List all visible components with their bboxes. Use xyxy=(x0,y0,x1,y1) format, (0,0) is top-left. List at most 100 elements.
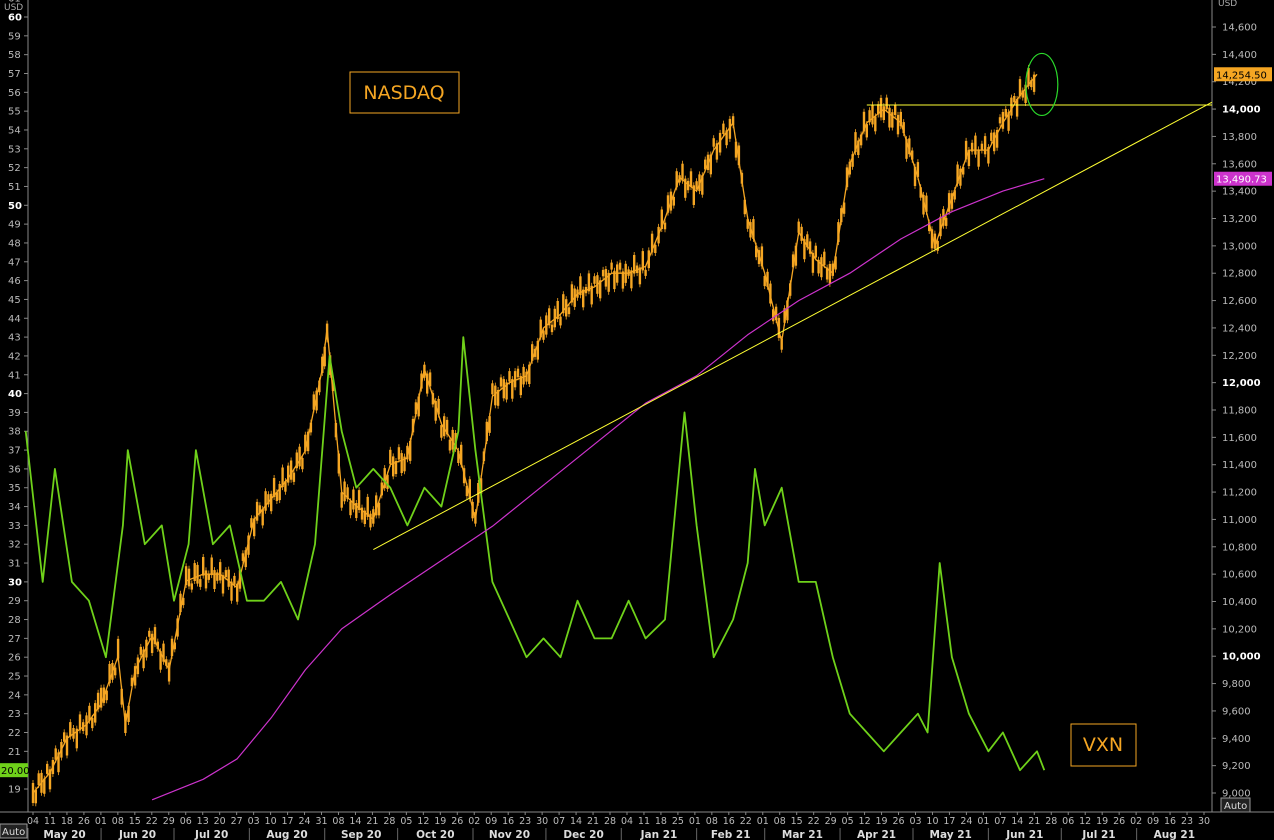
x-day-label: 27 xyxy=(231,816,243,827)
nasdaq-candle xyxy=(411,418,415,433)
nasdaq-candle xyxy=(686,180,690,191)
nasdaq-candle xyxy=(993,132,996,152)
nasdaq-candle xyxy=(811,252,815,273)
nasdaq-annotation: NASDAQ xyxy=(349,71,460,114)
right-tick-label: 10,000 xyxy=(1222,652,1261,663)
nasdaq-candle xyxy=(343,481,346,502)
nasdaq-candle xyxy=(925,195,928,212)
nasdaq-candle xyxy=(654,244,657,253)
nasdaq-candle xyxy=(828,264,832,284)
nasdaq-candle xyxy=(304,434,307,452)
nasdaq-candle xyxy=(704,159,707,170)
right-tick-label: 10,800 xyxy=(1222,542,1257,553)
nasdaq-candle xyxy=(734,141,738,158)
nasdaq-candle xyxy=(604,269,608,287)
left-tick-label: 33 xyxy=(8,521,21,532)
x-month-label: Jun 21 xyxy=(1005,829,1043,840)
nasdaq-candle xyxy=(548,308,551,326)
nasdaq-candle xyxy=(236,583,239,602)
nasdaq-candle xyxy=(1032,74,1036,92)
nasdaq-candle xyxy=(859,134,863,146)
nasdaq-candle xyxy=(947,193,951,212)
nasdaq-series xyxy=(31,64,1038,807)
nasdaq-candle xyxy=(851,154,854,167)
nasdaq-candle xyxy=(389,449,392,464)
nasdaq-candle xyxy=(576,289,579,298)
nasdaq-candle xyxy=(698,174,701,192)
nasdaq-candle xyxy=(772,309,775,322)
nasdaq-candle xyxy=(528,364,531,384)
x-day-label: 24 xyxy=(298,816,310,827)
nasdaq-candle xyxy=(96,692,100,710)
left-tick-label: 26 xyxy=(8,653,21,664)
nasdaq-candle xyxy=(99,687,103,708)
nasdaq-candle xyxy=(660,209,663,229)
right-tick-label: 13,800 xyxy=(1222,132,1257,143)
nasdaq-candle xyxy=(400,453,403,473)
x-day-label: 31 xyxy=(315,816,327,827)
left-tick-label: 50 xyxy=(8,201,22,212)
left-tick-label: 60 xyxy=(8,13,22,24)
nasdaq-candle xyxy=(417,396,420,417)
x-month-label: Jul 20 xyxy=(194,829,228,840)
nasdaq-candle xyxy=(278,484,281,501)
series-layer xyxy=(24,64,1046,807)
nasdaq-candle xyxy=(60,742,63,758)
right-tick-label: 13,000 xyxy=(1222,241,1257,252)
nasdaq-candle xyxy=(57,752,60,773)
nasdaq-candle xyxy=(731,116,735,126)
left-tick-label: 31 xyxy=(8,559,21,570)
x-day-label: 29 xyxy=(825,816,837,827)
left-tick-label: 40 xyxy=(8,389,22,400)
nasdaq-candle xyxy=(539,319,542,338)
nasdaq-candle xyxy=(939,216,942,237)
nasdaq-candle xyxy=(888,107,891,128)
x-day-label: 28 xyxy=(383,816,395,827)
nasdaq-candle xyxy=(769,283,772,304)
nasdaq-candle xyxy=(221,575,225,594)
nasdaq-candle xyxy=(877,104,880,115)
nasdaq-candle xyxy=(318,380,321,393)
nasdaq-candle xyxy=(737,145,741,166)
nasdaq-candle xyxy=(803,239,806,260)
nasdaq-candle xyxy=(337,453,340,474)
nasdaq-candle xyxy=(928,222,931,232)
right-tick-label: 12,800 xyxy=(1222,269,1257,280)
right-tick-label: 9,600 xyxy=(1222,706,1251,717)
left-tick-label: 48 xyxy=(8,238,21,249)
nasdaq-candle xyxy=(328,355,332,375)
x-day-label: 22 xyxy=(740,816,752,827)
x-day-label: 24 xyxy=(960,816,972,827)
right-tick-label: 11,000 xyxy=(1222,515,1257,526)
x-day-label: 04 xyxy=(27,816,39,827)
nasdaq-candle xyxy=(298,446,301,467)
left-tick-label: 59 xyxy=(8,31,21,42)
nasdaq-candle xyxy=(270,493,273,512)
x-day-label: 16 xyxy=(723,816,735,827)
nasdaq-candle xyxy=(272,478,276,497)
nasdaq-candle xyxy=(706,154,710,170)
nasdaq-candle xyxy=(953,190,956,200)
x-day-label: 06 xyxy=(180,816,192,827)
nasdaq-candle xyxy=(477,483,480,503)
nasdaq-candle xyxy=(587,273,591,292)
left-tick-label: 52 xyxy=(8,163,21,174)
nasdaq-candle xyxy=(496,390,500,406)
nasdaq-candle xyxy=(170,638,174,656)
nasdaq-candle xyxy=(757,250,761,264)
nasdaq-candle xyxy=(536,340,539,360)
nasdaq-candle xyxy=(584,287,588,294)
x-day-label: 01 xyxy=(757,816,769,827)
nasdaq-candle xyxy=(919,187,922,198)
nasdaq-candle xyxy=(40,772,43,793)
nasdaq-candle xyxy=(894,105,897,115)
nasdaq-candle xyxy=(567,307,571,315)
nasdaq-candle xyxy=(315,390,318,411)
nasdaq-candle xyxy=(641,251,644,271)
nasdaq-candle xyxy=(525,371,528,382)
right-tick-label: 10,600 xyxy=(1222,570,1257,581)
right-tick-label: 12,000 xyxy=(1222,378,1261,389)
vxn-annotation-text: VXN xyxy=(1083,734,1123,756)
nasdaq-candle xyxy=(207,573,210,580)
